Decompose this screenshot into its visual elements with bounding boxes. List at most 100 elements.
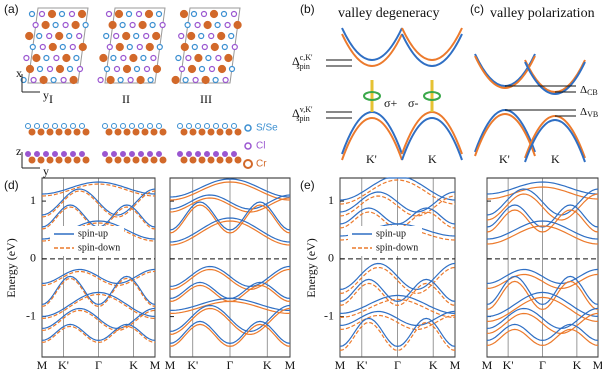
band-curve [524, 59, 586, 93]
atom [68, 10, 76, 18]
axis-glyph-label: z [16, 144, 21, 158]
atom [231, 123, 237, 129]
atom [47, 9, 57, 19]
atom [213, 123, 219, 129]
band-curve [339, 314, 456, 330]
x-tick-label: K [573, 358, 582, 372]
band-curve [339, 179, 456, 205]
spin-splitting-label: Δc,K' spin [292, 53, 313, 71]
atom [53, 54, 60, 62]
band-curve [41, 181, 156, 195]
atom [66, 65, 74, 73]
x-tick-label: Γ [95, 358, 102, 372]
atom [147, 76, 154, 84]
band-curve [169, 201, 291, 231]
atom [25, 64, 35, 74]
atom [105, 156, 113, 164]
band-curve [486, 275, 599, 306]
band-curve [41, 188, 156, 216]
atom [190, 10, 198, 18]
atom [187, 64, 197, 74]
band-curve [41, 291, 156, 317]
atom [82, 128, 90, 136]
x-tick-label: K' [58, 358, 69, 372]
atom [23, 54, 30, 62]
x-tick-label: Γ [227, 358, 234, 372]
band-curve [41, 190, 156, 218]
atom [225, 128, 233, 136]
x-tick-label: M [150, 358, 161, 372]
x-tick-label: M [285, 358, 296, 372]
atom [178, 32, 185, 40]
atom [138, 151, 144, 157]
atom [191, 43, 198, 51]
band-curve [170, 300, 290, 314]
band-curve [339, 310, 456, 326]
panel-label: (c) [470, 2, 484, 16]
atom [136, 43, 143, 51]
atom [156, 151, 162, 157]
atom [132, 128, 140, 136]
atom [126, 43, 133, 51]
panel-label: (d) [4, 178, 19, 192]
atom [113, 65, 121, 73]
atom [234, 156, 242, 164]
atom [140, 54, 147, 62]
atom [222, 76, 229, 84]
atom [228, 65, 236, 73]
band-curve [339, 195, 456, 217]
atom [209, 9, 219, 19]
atom [178, 65, 186, 73]
polarization-label: σ- [408, 96, 418, 110]
atom [119, 21, 126, 29]
atom [43, 151, 49, 157]
legend-marker [244, 124, 252, 132]
atom [114, 156, 122, 164]
atom [123, 128, 131, 136]
atom [145, 42, 154, 52]
atom [203, 20, 212, 30]
band-curve [339, 294, 456, 314]
atom [205, 54, 212, 62]
atom [180, 42, 189, 52]
axis-glyph-label: x [16, 66, 22, 80]
band-curve [339, 191, 456, 213]
band-curve [474, 53, 536, 87]
atom [182, 76, 189, 84]
atom [79, 123, 85, 129]
atom [25, 151, 31, 157]
band-curve [169, 217, 291, 243]
spin-splitting-label: Δv,K' spin [292, 105, 313, 123]
atom [207, 128, 215, 136]
atom [194, 53, 203, 63]
band-curve [339, 177, 456, 201]
atom [29, 43, 36, 51]
y-tick-label: -1 [324, 308, 334, 322]
atom [102, 151, 108, 157]
valley-label: K' [366, 152, 377, 166]
band-curve [486, 273, 599, 289]
panel-label: (a) [4, 2, 19, 16]
band-curve [486, 181, 599, 195]
x-tick-label: M [335, 358, 346, 372]
legend-label: spin-up [78, 228, 108, 239]
atom [69, 75, 78, 85]
atom [215, 54, 222, 62]
band-curve [41, 325, 156, 344]
atom [225, 156, 233, 164]
atom [30, 76, 37, 84]
band-curve [339, 282, 456, 307]
band-curve [401, 117, 463, 161]
atom [231, 151, 237, 157]
atom [150, 156, 158, 164]
atom [105, 128, 113, 136]
atom [122, 31, 131, 41]
atom [204, 123, 210, 129]
panel-label: (e) [300, 178, 315, 192]
atom [184, 21, 191, 29]
y-axis-label: Energy (eV) [4, 238, 18, 297]
atom [222, 151, 228, 157]
atom [110, 54, 117, 62]
atom [143, 65, 151, 73]
atom [55, 64, 65, 74]
